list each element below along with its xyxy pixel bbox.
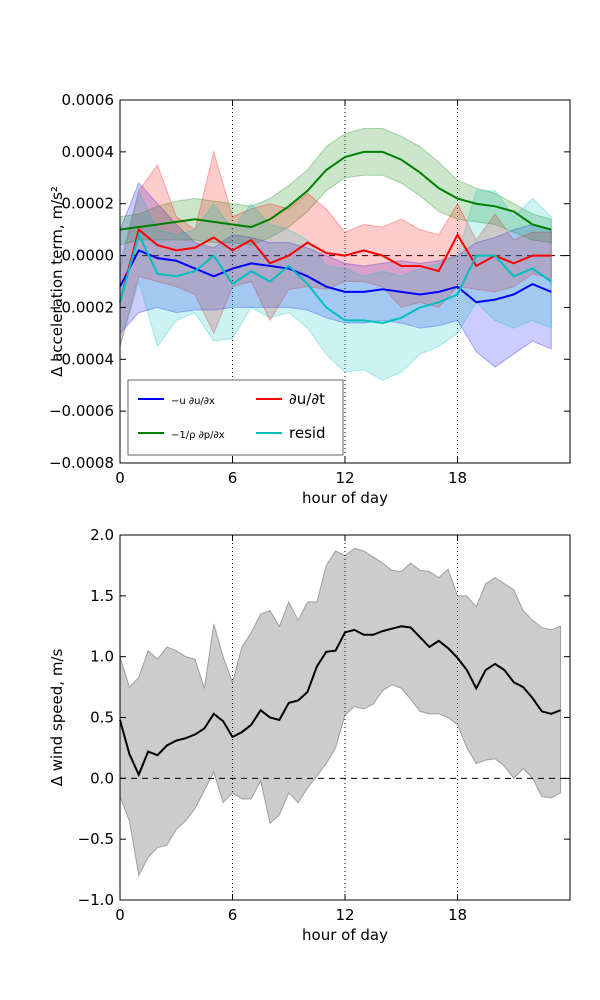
y-tick-label: 0.5 [90,709,114,727]
x-tick-label: 18 [448,469,467,487]
band [119,149,552,347]
y-tick-label: −0.0004 [49,350,114,368]
band [119,189,552,381]
legend-label: −1/ρ ∂p/∂x [171,430,225,441]
y-tick-label: 1.0 [90,648,114,666]
legend-label: −u ∂u/∂x [171,396,215,407]
legend-label: resid [289,424,326,442]
y-tick-label: −0.0002 [49,298,114,316]
legend-label: ∂u/∂t [289,390,325,408]
y-tick-label: 0.0006 [62,91,115,109]
x-axis-label: hour of day [302,489,388,507]
y-tick-label: −1.0 [78,891,114,909]
y-tick-label: −0.0008 [49,454,114,472]
band [119,128,552,246]
x-tick-label: 0 [115,469,125,487]
y-tick-label: 0.0 [90,769,114,787]
x-tick-label: 12 [335,469,354,487]
y-axis-label: Δ wind speed, m/s [48,649,66,787]
band [119,547,562,878]
x-tick-label: 6 [228,906,238,924]
y-tick-label: 0.0004 [62,143,115,161]
legend-box [127,379,344,456]
band [119,182,552,368]
series-line [119,150,552,231]
y-tick-label: 1.5 [90,587,114,605]
y-axis-label: Δ acceleration term, m/s² [48,186,66,377]
series-line [119,249,552,304]
y-tick-label: 2.0 [90,526,114,544]
series-line [119,625,561,778]
x-axis-label: hour of day [302,926,388,944]
x-tick-label: 12 [335,906,354,924]
x-tick-label: 0 [115,906,125,924]
y-tick-label: 0.0002 [62,195,115,213]
series-line [119,232,552,325]
y-tick-label: 0.0000 [62,247,115,265]
x-tick-label: 6 [228,469,238,487]
y-tick-label: −0.0006 [49,402,114,420]
series-line [119,227,552,303]
x-tick-label: 18 [448,906,467,924]
y-tick-label: −0.5 [78,830,114,848]
